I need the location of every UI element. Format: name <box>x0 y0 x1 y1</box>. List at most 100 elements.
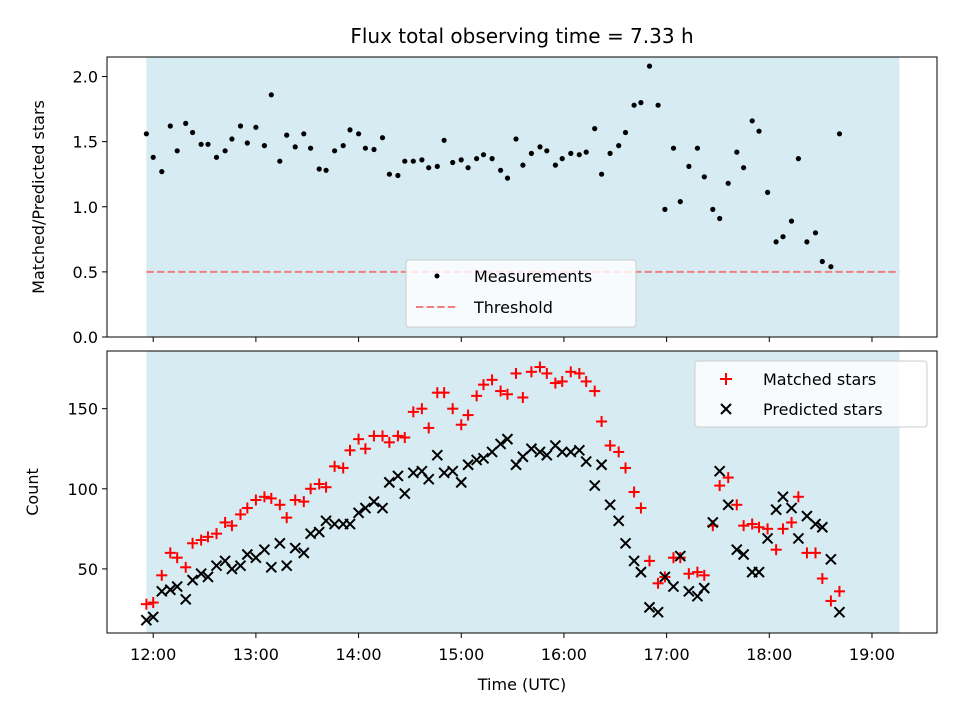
measurement-point <box>356 131 362 137</box>
predicted-star-point <box>722 499 734 511</box>
measurement-point <box>717 215 723 222</box>
predicted-star-point <box>431 449 443 461</box>
predicted-star-point <box>777 491 789 503</box>
predicted-star-point <box>280 559 293 572</box>
matched-star-point <box>556 375 568 387</box>
predicted-star-point <box>289 542 301 554</box>
measurement-point <box>559 156 565 162</box>
predicted-stars-points <box>140 433 846 626</box>
bottom-y-tick-label: 100 <box>67 480 98 499</box>
matched-star-point <box>691 566 703 578</box>
bottom-x-tick-label: 17:00 <box>644 645 690 664</box>
predicted-star-point <box>635 566 647 578</box>
matched-star-point <box>392 430 404 442</box>
measurement-point <box>268 92 274 98</box>
matched-star-point <box>477 379 489 391</box>
predicted-star-point <box>619 537 632 549</box>
matched-star-point <box>809 547 821 559</box>
matched-star-point <box>423 422 435 434</box>
matched-star-point <box>344 444 356 456</box>
matched-star-point <box>596 416 608 427</box>
matched-star-point <box>298 496 310 508</box>
predicted-star-point <box>164 584 177 596</box>
top-y-axis-label: Matched/Predicted stars <box>29 100 48 294</box>
matched-star-point <box>320 481 332 493</box>
predicted-star-point <box>541 449 553 461</box>
legend-label-measurements: Measurements <box>474 267 592 286</box>
measurement-point <box>504 175 511 181</box>
top-y-tick-label: 0.0 <box>73 328 98 347</box>
measurement-point <box>638 100 644 106</box>
measurement-point <box>765 189 771 195</box>
predicted-star-point <box>265 561 277 574</box>
measurement-point <box>701 174 707 180</box>
predicted-star-point <box>770 503 782 516</box>
matched-star-point <box>573 367 585 379</box>
predicted-star-point <box>304 527 317 540</box>
bottom-x-tick-label: 15:00 <box>438 645 484 664</box>
measurement-point <box>773 239 779 245</box>
bottom-x-tick-label: 14:00 <box>336 645 382 664</box>
chart-title: Flux total observing time = 7.33 h <box>350 24 693 48</box>
matched-star-point <box>589 385 601 397</box>
predicted-star-point <box>628 555 640 567</box>
matched-star-point <box>565 366 577 378</box>
measurement-point <box>599 171 605 177</box>
predicted-star-point <box>556 446 568 458</box>
matched-star-point <box>281 512 293 524</box>
matched-star-point <box>620 462 632 474</box>
measurement-point <box>622 129 629 136</box>
matched-star-point <box>234 508 246 520</box>
measurement-point <box>332 148 338 154</box>
measurement-point <box>749 118 755 124</box>
measurement-point <box>205 141 211 147</box>
matched-star-point <box>825 595 837 607</box>
measurement-point <box>655 102 661 108</box>
measurement-point <box>150 154 156 160</box>
matched-star-point <box>613 446 625 458</box>
measurement-point <box>576 152 582 158</box>
bottom-x-tick-label: 13:00 <box>233 645 279 664</box>
predicted-star-point <box>534 446 546 458</box>
measurement-point <box>458 157 464 163</box>
legend-label-threshold: Threshold <box>473 298 553 317</box>
measurement-point <box>410 158 416 164</box>
bottom-x-tick-label: 19:00 <box>849 645 895 664</box>
measurement-point <box>795 156 802 162</box>
predicted-star-point <box>226 563 238 575</box>
predicted-star-point <box>785 502 798 514</box>
predicted-star-point <box>241 548 254 561</box>
matched-star-point <box>762 523 774 535</box>
predicted-star-point <box>825 553 837 566</box>
matched-star-point <box>792 491 804 503</box>
matched-star-point <box>777 523 789 535</box>
matched-star-point <box>534 361 546 373</box>
measurement-point <box>646 63 653 69</box>
matched-star-point <box>313 478 325 490</box>
predicted-star-point <box>753 566 765 578</box>
bottom-x-tick-label: 18:00 <box>746 645 792 664</box>
predicted-star-point <box>477 452 490 465</box>
measurement-point <box>788 218 795 224</box>
matched-star-point <box>635 502 647 514</box>
matched-star-point <box>786 516 798 528</box>
matched-star-point <box>156 569 168 581</box>
predicted-star-point <box>580 455 592 468</box>
measurement-point <box>450 159 456 166</box>
matched-star-point <box>399 432 411 444</box>
top-y-tick-label: 1.5 <box>73 133 98 152</box>
matched-star-point <box>510 367 522 379</box>
predicted-star-point <box>234 559 247 572</box>
predicted-star-point <box>470 454 483 466</box>
matched-star-point <box>329 460 341 472</box>
matched-star-point <box>731 499 743 511</box>
measurement-point <box>284 132 290 138</box>
measurement-point <box>670 145 677 151</box>
measurement-point <box>426 165 432 171</box>
measurement-point <box>323 167 329 173</box>
measurement-point <box>316 166 322 172</box>
predicted-star-point <box>171 580 183 593</box>
measurement-point <box>167 123 173 129</box>
predicted-star-point <box>683 585 695 598</box>
